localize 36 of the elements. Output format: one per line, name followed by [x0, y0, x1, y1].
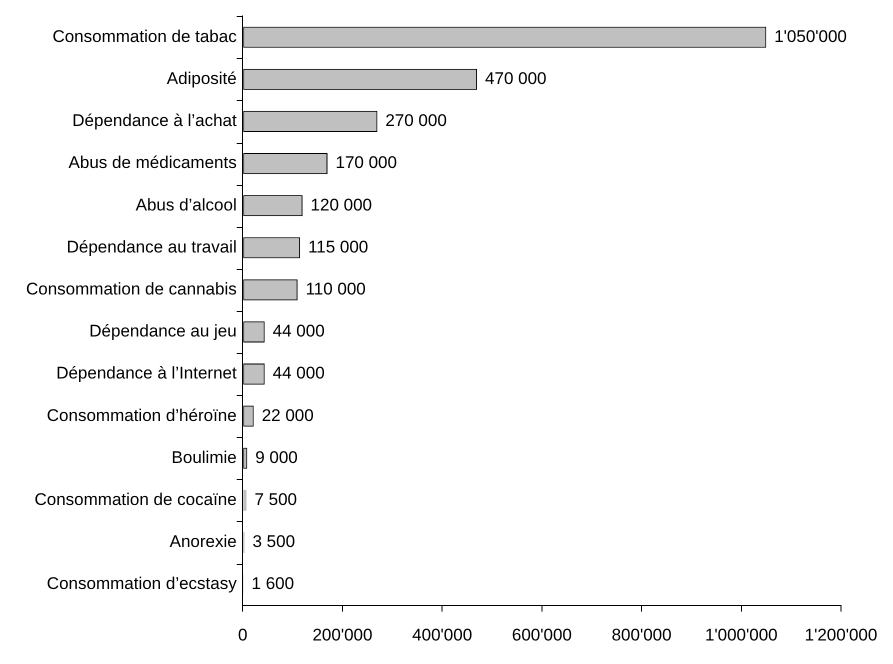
data-label: 470 000 — [485, 69, 547, 88]
y-tick-label: Consommation de tabac — [52, 26, 238, 46]
data-label: 44 000 — [272, 364, 325, 383]
bar — [243, 490, 246, 511]
y-tick-label: Adiposité — [166, 69, 237, 88]
y-tick-label: Dépendance au travail — [66, 237, 237, 256]
x-tick-label: 1'200'000 — [804, 625, 878, 644]
y-tick-label: Abus de médicaments — [68, 153, 237, 172]
data-label: 44 000 — [272, 322, 325, 341]
x-tick-label: 0 — [238, 625, 248, 644]
data-label: 110 000 — [306, 280, 366, 299]
x-tick-label: 200'000 — [312, 625, 372, 644]
data-label: 22 000 — [262, 406, 314, 425]
x-tick-label: 400'000 — [412, 625, 472, 644]
y-tick-label: Consommation de cocaïne — [34, 490, 237, 510]
data-label: 120 000 — [310, 195, 372, 214]
y-tick-label: Consommation d’ecstasy — [46, 574, 238, 594]
y-tick-label: Dépendance au jeu — [89, 322, 237, 341]
y-tick-label: Consommation de cannabis — [26, 280, 237, 299]
y-tick-label: Anorexie — [170, 532, 237, 552]
data-label: 1 600 — [252, 574, 294, 594]
x-tick-label: 600'000 — [512, 625, 572, 644]
y-tick-label: Dépendance à l’Internet — [56, 364, 237, 383]
y-tick-label: Boulimie — [172, 448, 237, 467]
y-tick-label: Abus d’alcool — [136, 195, 237, 214]
data-label: 3 500 — [252, 532, 296, 552]
data-label: 270 000 — [385, 111, 447, 130]
x-tick-label: 1'000'000 — [704, 625, 778, 644]
data-label: 115 000 — [308, 237, 368, 256]
x-tick-label: 800'000 — [612, 625, 672, 644]
y-tick-label: Consommation d’héroïne — [46, 406, 237, 425]
data-label: 7 500 — [254, 490, 298, 510]
data-label: 1'050'000 — [774, 26, 847, 46]
data-label: 9 000 — [255, 448, 298, 467]
y-tick-label: Dépendance à l’achat — [72, 111, 237, 130]
data-label: 170 000 — [335, 153, 397, 172]
